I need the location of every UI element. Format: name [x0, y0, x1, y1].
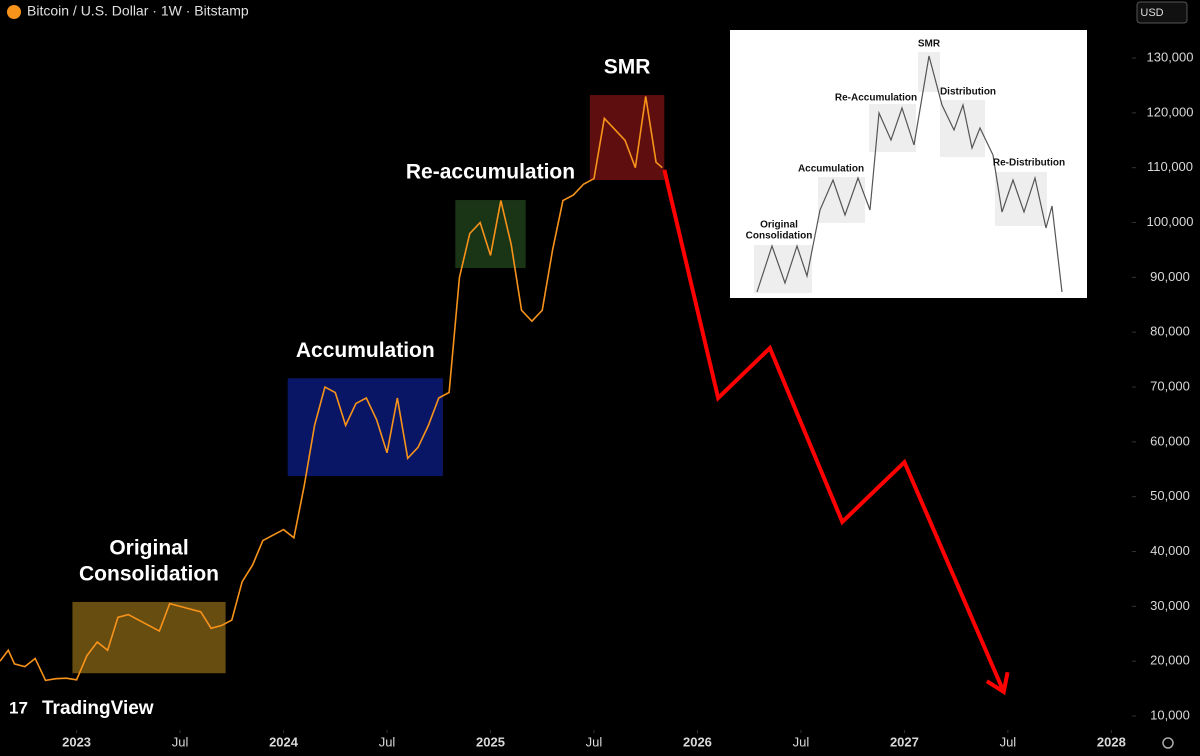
- x-tick-label: Jul: [586, 734, 603, 749]
- y-tick-label: 100,000: [1147, 214, 1194, 229]
- zone-label: SMR: [604, 56, 651, 79]
- y-tick-label: 50,000: [1150, 488, 1190, 503]
- price-line: [662, 169, 1006, 693]
- x-tick-label: Jul: [172, 734, 189, 749]
- x-tick-label: 2027: [890, 734, 919, 749]
- y-tick-label: 40,000: [1150, 543, 1190, 558]
- inset-line: [756, 55, 1063, 293]
- settings-icon[interactable]: [1162, 737, 1174, 749]
- inset-zone: [918, 52, 940, 92]
- zone-label: Accumulation: [296, 339, 435, 362]
- inset-zone: [995, 172, 1047, 226]
- inset-zone: [818, 177, 865, 223]
- y-tick-label: 90,000: [1150, 269, 1190, 284]
- arrow-head: [985, 671, 1010, 696]
- y-tick-label: 70,000: [1150, 378, 1190, 393]
- y-tick-label: 20,000: [1150, 653, 1190, 668]
- inset-diagram: SMR Re-Accumulation Distribution Accumul…: [730, 30, 1087, 298]
- x-tick-label: 2028: [1097, 734, 1126, 749]
- y-tick-label: 120,000: [1147, 104, 1194, 119]
- inset-label: Consolidation: [746, 231, 813, 242]
- y-tick-label: 60,000: [1150, 433, 1190, 448]
- symbol-title: Bitcoin / U.S. Dollar · 1W · Bitstamp: [27, 3, 249, 19]
- y-tick-label: 30,000: [1150, 598, 1190, 613]
- x-tick-label: 2025: [476, 734, 505, 749]
- currency-button[interactable]: [1136, 1, 1188, 24]
- tv-mark: 17: [9, 698, 28, 717]
- zone-box: [72, 601, 226, 674]
- zone-label: Consolidation: [79, 563, 219, 586]
- x-tick-label: Jul: [1000, 734, 1017, 749]
- inset-label: Re-Distribution: [993, 158, 1065, 169]
- price-line: [0, 96, 663, 682]
- inset-zone: [940, 100, 985, 157]
- btc-icon: [7, 5, 21, 19]
- x-tick-label: Jul: [793, 734, 810, 749]
- x-tick-label: 2023: [62, 734, 91, 749]
- zone-label: Original: [109, 537, 188, 560]
- brand: TradingView: [42, 698, 154, 719]
- inset-zone: [754, 245, 812, 293]
- y-tick-label: 80,000: [1150, 324, 1190, 339]
- currency-label[interactable]: USD: [1140, 7, 1163, 19]
- inset-label: Re-Accumulation: [835, 93, 917, 104]
- inset-label: Accumulation: [798, 164, 864, 175]
- inset-label: Original: [760, 220, 798, 231]
- zone-box: [287, 378, 443, 477]
- x-tick-label: 2024: [269, 734, 299, 749]
- y-tick-label: 130,000: [1147, 49, 1194, 64]
- zone-label: Re-accumulation: [406, 161, 575, 184]
- y-tick-label: 10,000: [1150, 707, 1190, 722]
- y-tick-label: 110,000: [1147, 159, 1193, 174]
- inset-label: Distribution: [940, 87, 996, 98]
- inset-label: SMR: [918, 39, 941, 50]
- zone-box: [455, 200, 526, 269]
- x-tick-label: 2026: [683, 734, 712, 749]
- x-tick-label: Jul: [379, 734, 396, 749]
